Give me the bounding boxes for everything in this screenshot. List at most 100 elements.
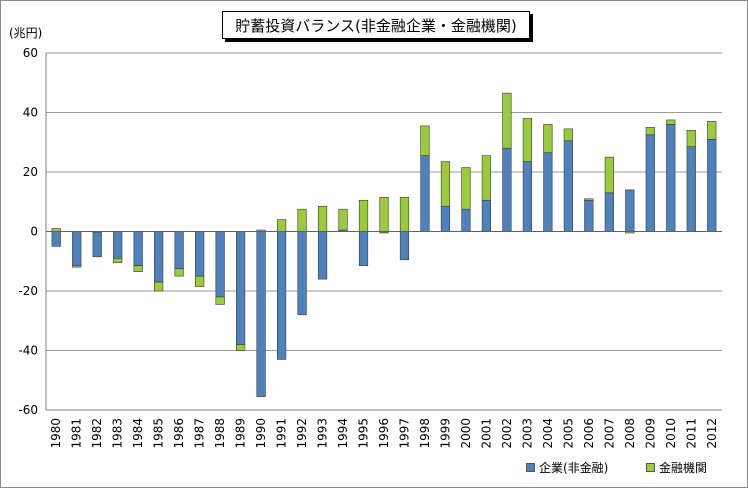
bar-financial-2011 (686, 130, 696, 148)
bar-financial-2006 (584, 198, 594, 201)
x-tick-label: 1980 (49, 418, 63, 449)
legend-swatch-company (526, 463, 535, 472)
bar-financial-1983 (113, 257, 123, 264)
x-tick-label: 1999 (438, 418, 452, 449)
x-tick-label: 2004 (541, 418, 555, 449)
bar-company-2008 (625, 189, 635, 232)
bar-company-2012 (707, 138, 717, 232)
bar-company-2002 (502, 147, 512, 232)
x-tick-label: 2006 (582, 418, 596, 449)
bar-financial-1985 (154, 281, 164, 292)
legend-label-company: 企業(非金融) (539, 461, 609, 475)
bar-company-1981 (72, 231, 82, 267)
bar-company-1986 (174, 231, 184, 269)
bar-company-2005 (563, 140, 573, 232)
y-tick-label: -60 (18, 403, 38, 417)
x-tick-label: 1981 (70, 418, 84, 449)
x-tick-label: 1985 (152, 418, 166, 449)
bar-financial-1986 (174, 268, 184, 277)
bar-financial-2000 (461, 167, 471, 210)
x-tick-label: 2008 (623, 418, 637, 449)
bar-financial-1989 (236, 344, 246, 351)
bar-financial-1994 (338, 208, 348, 231)
bar-company-2009 (645, 134, 655, 232)
bar-company-2003 (522, 161, 532, 232)
bar-company-2007 (604, 192, 614, 232)
x-tick-label: 1987 (193, 418, 207, 449)
x-tick-label: 2009 (643, 418, 657, 449)
bar-company-1999 (440, 205, 451, 232)
bar-financial-2012 (707, 121, 717, 140)
x-tick-label: 2003 (520, 418, 534, 449)
bar-financial-1992 (297, 208, 307, 232)
bar-financial-2005 (563, 128, 573, 142)
bar-financial-1991 (276, 219, 287, 232)
legend-swatch-financial (646, 463, 655, 472)
bar-financial-1981 (72, 265, 82, 268)
bar-company-2004 (543, 152, 553, 232)
bar-financial-2001 (481, 155, 492, 201)
bar-company-1989 (236, 231, 246, 345)
bar-company-1990 (256, 231, 266, 397)
x-tick-label: 1982 (90, 418, 104, 449)
chart-title: 貯蓄投資バランス(非金融企業・金融機関) (222, 11, 530, 39)
x-tick-label: 2007 (602, 418, 616, 449)
bar-financial-2010 (666, 119, 676, 125)
y-tick-label: 60 (23, 46, 38, 60)
legend-item-company: 企業(非金融) (526, 459, 608, 476)
bar-company-2011 (686, 146, 696, 232)
y-tick-label: 0 (30, 225, 38, 239)
bar-company-1997 (399, 231, 410, 261)
bar-company-1983 (113, 231, 123, 259)
bar-company-2010 (666, 124, 676, 232)
bar-company-1987 (195, 231, 205, 277)
x-tick-label: 1986 (172, 418, 186, 449)
x-tick-label: 2005 (561, 418, 575, 449)
bar-financial-2007 (604, 156, 614, 194)
x-tick-label: 1993 (316, 418, 330, 449)
legend-item-financial: 金融機関 (646, 459, 707, 476)
x-tick-label: 1992 (295, 418, 309, 449)
y-tick-label: -40 (18, 344, 38, 358)
x-tick-label: 1984 (131, 418, 145, 449)
bar-company-1985 (154, 231, 164, 283)
x-tick-label: 2012 (705, 418, 719, 449)
y-tick-label: 40 (23, 106, 38, 120)
bar-company-2006 (584, 199, 594, 232)
x-tick-label: 1996 (377, 418, 391, 449)
x-tick-label: 2002 (500, 418, 514, 449)
bar-financial-2003 (522, 118, 532, 162)
bar-financial-1998 (420, 125, 430, 156)
x-tick-label: 1990 (254, 418, 268, 449)
bar-company-2001 (481, 199, 492, 232)
x-tick-label: 2001 (479, 418, 493, 449)
bar-company-1984 (133, 231, 143, 267)
x-tick-label: 1989 (234, 418, 248, 449)
bar-company-1988 (215, 231, 225, 298)
x-tick-label: 1995 (357, 418, 371, 449)
bar-company-1998 (420, 155, 430, 232)
x-tick-label: 2011 (684, 418, 698, 449)
y-tick-label: 20 (23, 165, 38, 179)
x-tick-label: 1998 (418, 418, 432, 449)
bar-financial-1987 (195, 275, 205, 287)
bar-company-1992 (297, 231, 307, 316)
unit-label: (兆円) (9, 26, 43, 40)
legend-label-financial: 金融機関 (659, 461, 708, 475)
bar-financial-2002 (502, 92, 512, 149)
x-tick-label: 1991 (275, 418, 289, 449)
x-tick-label: 1997 (397, 418, 411, 449)
bar-financial-1988 (215, 296, 225, 305)
y-tick-label: -20 (18, 284, 38, 298)
x-tick-label: 1988 (213, 418, 227, 449)
x-tick-label: 1983 (111, 418, 125, 449)
x-tick-label: 2000 (459, 418, 473, 449)
bar-financial-1997 (399, 196, 410, 232)
bar-financial-1993 (317, 205, 328, 232)
x-tick-label: 1994 (336, 418, 350, 449)
bar-company-1980 (51, 231, 61, 247)
bar-company-1993 (317, 231, 328, 280)
bar-financial-2009 (645, 127, 655, 136)
x-tick-label: 2010 (664, 418, 678, 449)
